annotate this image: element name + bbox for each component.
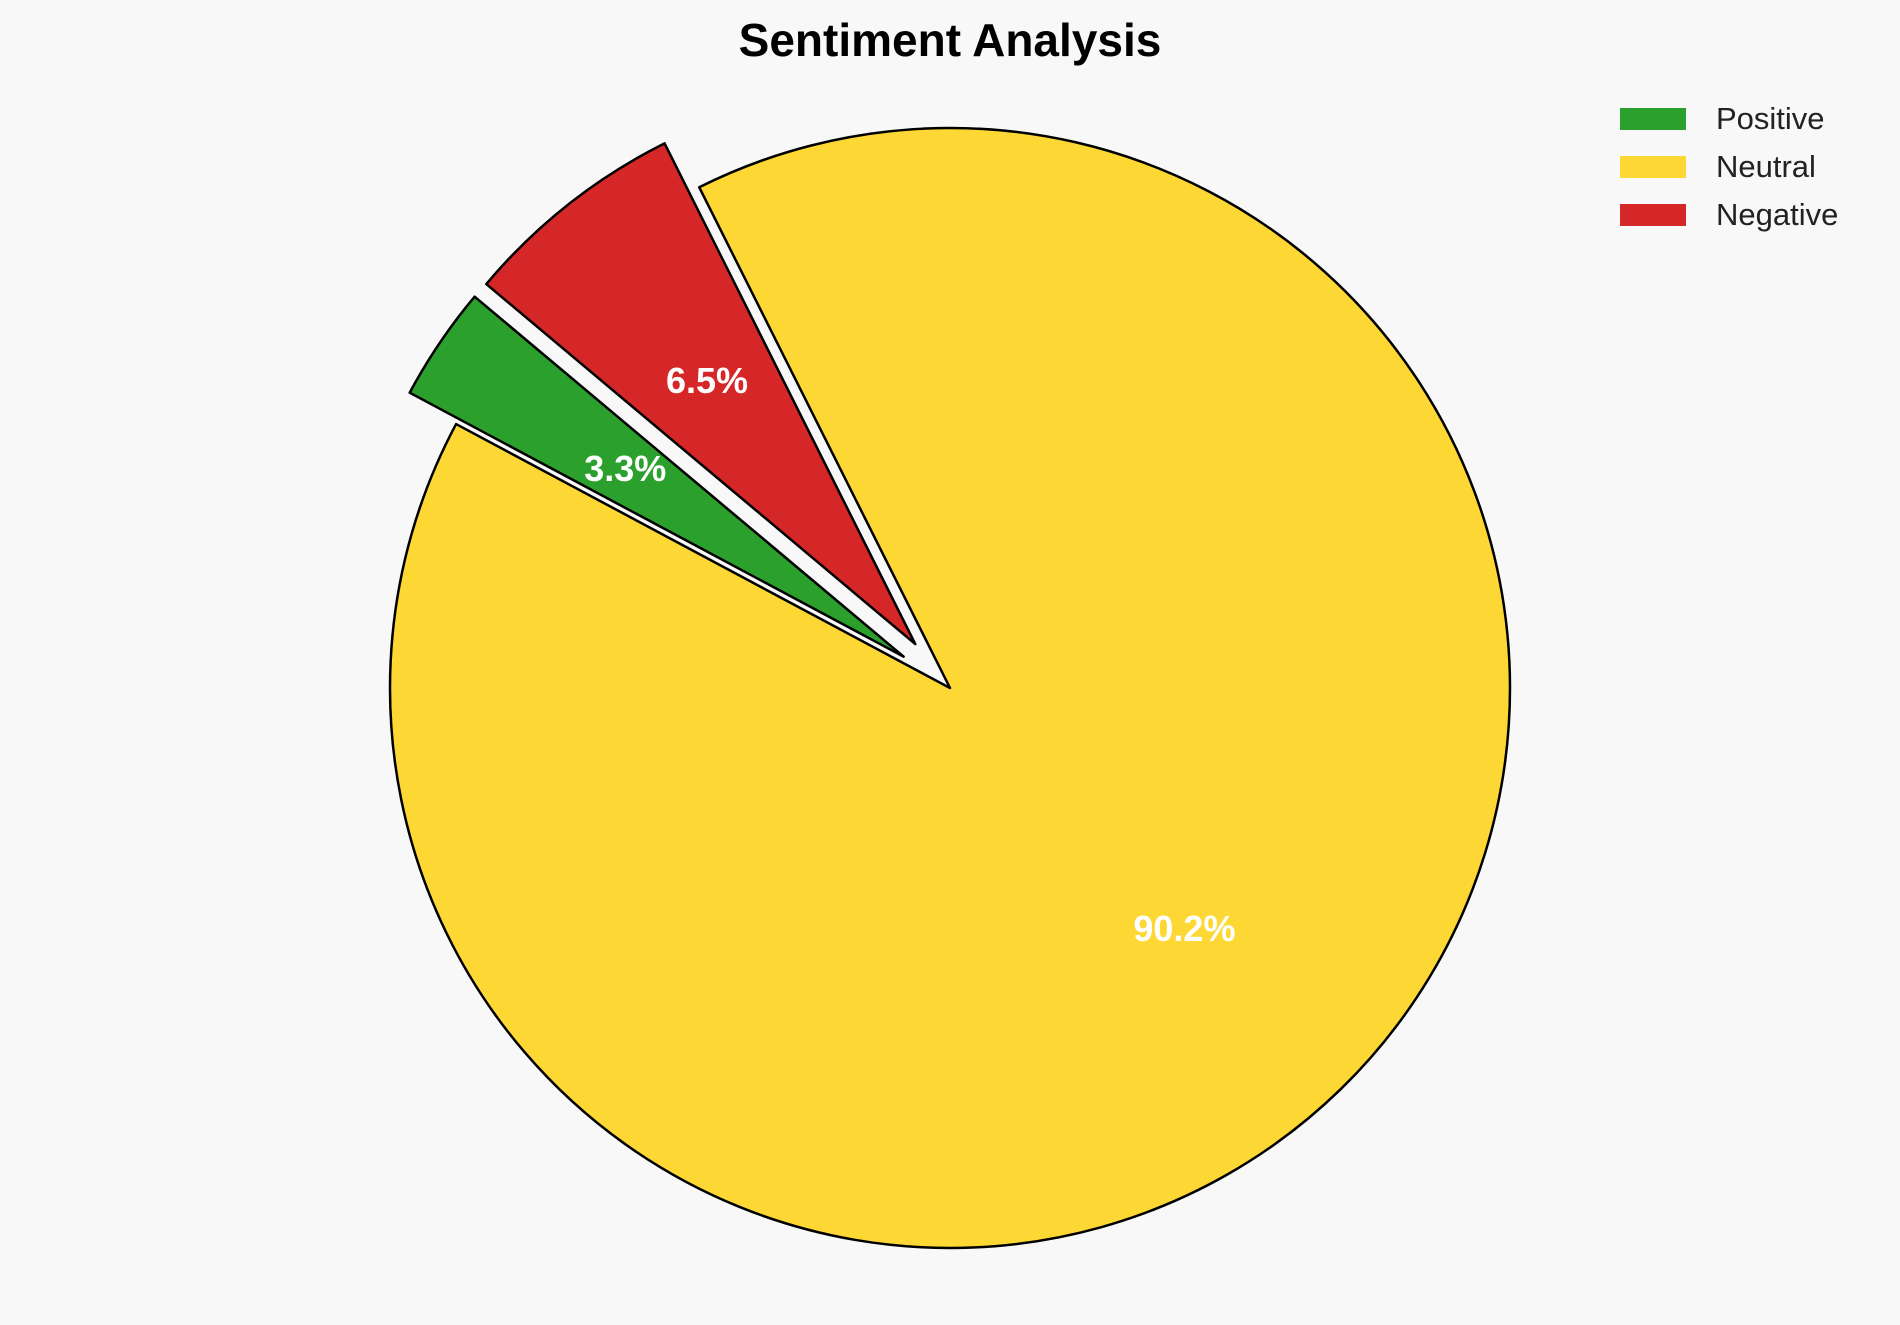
- pie-label-negative: 6.5%: [666, 360, 748, 401]
- pie-slice-negative: [485, 142, 917, 646]
- legend-item-neutral: Neutral: [1620, 143, 1838, 191]
- legend-item-negative: Negative: [1620, 191, 1838, 239]
- legend-swatch: [1620, 108, 1686, 130]
- pie-label-neutral: 90.2%: [1133, 908, 1235, 949]
- legend-swatch: [1620, 156, 1686, 178]
- legend-swatch: [1620, 204, 1686, 226]
- legend-label: Negative: [1716, 197, 1839, 232]
- pie-label-positive: 3.3%: [584, 448, 666, 489]
- legend: Positive Neutral Negative: [1620, 95, 1838, 239]
- legend-label: Positive: [1716, 101, 1825, 136]
- legend-item-positive: Positive: [1620, 95, 1838, 143]
- legend-label: Neutral: [1716, 149, 1816, 184]
- chart-title: Sentiment Analysis: [738, 14, 1162, 66]
- pie-slice-positive: [408, 295, 905, 658]
- pie-slice-neutral: [388, 126, 1512, 1250]
